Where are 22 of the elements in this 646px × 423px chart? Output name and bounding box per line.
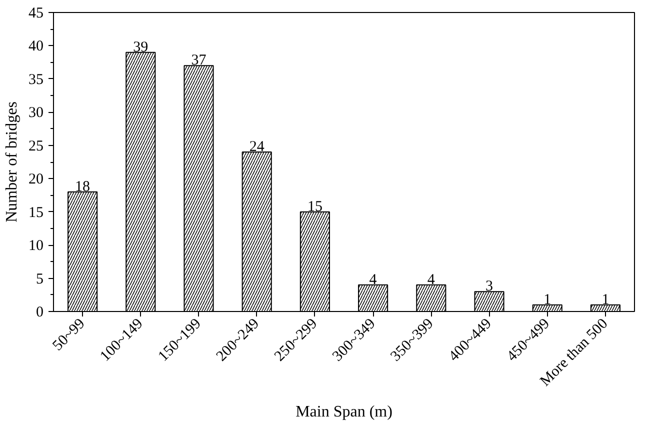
data-label: 3 [486,278,493,295]
y-tick-label: 30 [28,105,44,122]
data-label: 1 [602,292,610,308]
y-tick-label: 0 [36,304,44,320]
y-tick-label: 15 [28,204,44,221]
y-axis-title: Number of bridges [4,102,20,222]
data-label: 4 [427,272,436,288]
data-label: 37 [191,52,207,69]
y-tick-label: 10 [28,238,44,254]
data-label: 15 [307,198,322,215]
y-tick-label: 35 [28,72,44,88]
y-tick-label: 5 [36,271,44,288]
data-label: 1 [544,292,552,308]
x-axis-title: Main Span (m) [296,403,392,420]
y-tick-label: 25 [28,138,44,154]
y-tick-label: 40 [28,38,44,55]
y-tick-label: 45 [28,6,44,22]
data-label: 4 [369,272,378,288]
y-tick-label: 20 [28,172,44,188]
data-label: 18 [75,178,90,195]
data-label: 24 [249,139,265,156]
data-label: 39 [133,39,148,56]
